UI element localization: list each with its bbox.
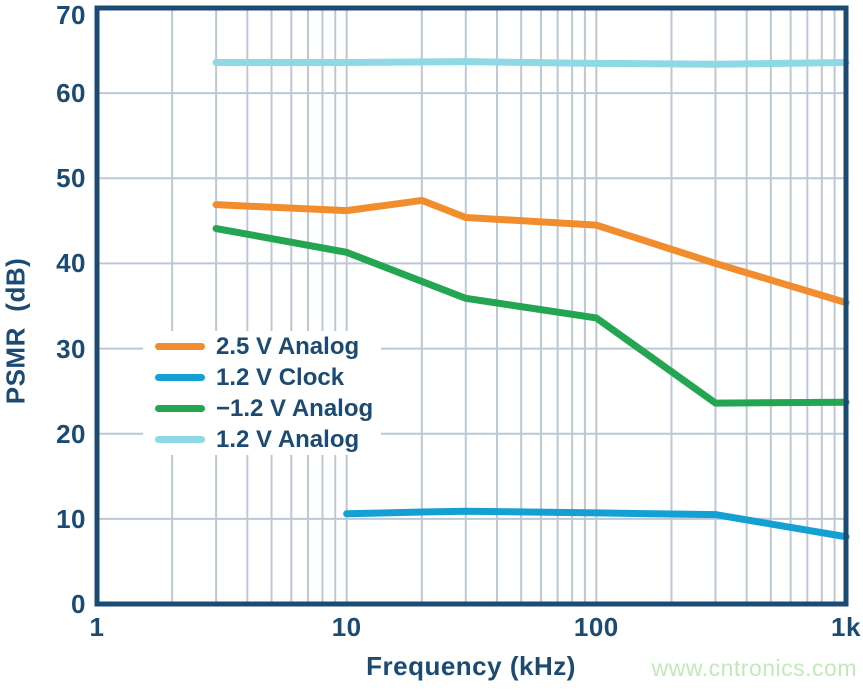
legend-label: 1.2 V Analog bbox=[216, 425, 360, 453]
legend-item: 1.2 V Clock bbox=[143, 363, 381, 393]
series-line-2.5-v-analog bbox=[212, 196, 850, 307]
x-axis-title: Frequency (kHz) bbox=[366, 651, 576, 681]
x-tick-label-1k: 1k bbox=[831, 612, 861, 642]
y-axis-title: PSMR (dB) bbox=[0, 257, 31, 405]
legend-item: −1.2 V Analog bbox=[143, 394, 381, 424]
y-tick-label-70: 70 bbox=[56, 0, 86, 30]
y-tick-label-0: 0 bbox=[71, 589, 86, 619]
legend-label: −1.2 V Analog bbox=[216, 394, 374, 422]
legend-swatch-icon bbox=[155, 405, 205, 412]
legend-swatch-icon bbox=[155, 343, 205, 350]
series-line-1.2-v-analog bbox=[212, 58, 850, 68]
series-line--1.2-v-analog bbox=[212, 225, 850, 407]
legend-item: 1.2 V Analog bbox=[143, 425, 381, 455]
x-tick-label-10: 10 bbox=[331, 612, 362, 642]
plot-border bbox=[94, 5, 849, 607]
y-tick-label-10: 10 bbox=[56, 503, 86, 534]
series-line-1.2-v-clock bbox=[343, 507, 850, 541]
x-tick-label-1: 1 bbox=[89, 612, 105, 642]
y-tick-label-50: 50 bbox=[56, 163, 86, 194]
y-tick-label-30: 30 bbox=[56, 333, 86, 364]
watermark: www.cntronics.com bbox=[651, 655, 857, 681]
legend: 2.5 V Analog 1.2 V Clock −1.2 V Analog 1.2 … bbox=[143, 331, 381, 455]
legend-swatch-icon bbox=[155, 436, 205, 443]
y-tick-label-60: 60 bbox=[56, 78, 86, 109]
y-tick-label-40: 40 bbox=[56, 248, 86, 279]
x-tick-label-100: 100 bbox=[573, 612, 619, 642]
legend-label: 1.2 V Clock bbox=[216, 363, 345, 391]
legend-label: 2.5 V Analog bbox=[216, 332, 360, 360]
legend-item: 2.5 V Analog bbox=[143, 332, 381, 362]
legend-swatch-icon bbox=[155, 374, 205, 381]
y-tick-label-20: 20 bbox=[56, 418, 86, 449]
